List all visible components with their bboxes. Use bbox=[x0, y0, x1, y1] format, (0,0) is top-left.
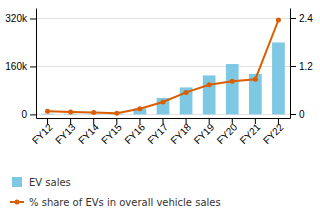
axis-line bbox=[290, 9, 291, 119]
tick: 2.4 bbox=[290, 13, 313, 24]
legend-swatch bbox=[12, 177, 22, 187]
point bbox=[137, 106, 142, 111]
line bbox=[48, 20, 279, 113]
point bbox=[207, 82, 212, 87]
point bbox=[45, 109, 50, 114]
tick-label: FY13 bbox=[53, 121, 78, 146]
tick-label: 1.2 bbox=[299, 61, 313, 72]
tick: FY19 bbox=[192, 118, 217, 146]
tick-label: FY14 bbox=[76, 121, 101, 146]
tick-label: 0 bbox=[299, 109, 305, 120]
grid-line bbox=[36, 66, 290, 67]
tick-mark bbox=[290, 18, 296, 19]
bar bbox=[226, 64, 239, 114]
tick-label: 160k bbox=[5, 61, 28, 72]
tick-mark bbox=[30, 18, 36, 19]
tick: FY16 bbox=[122, 118, 147, 146]
tick-label: FY22 bbox=[261, 121, 286, 146]
tick-label: FY21 bbox=[238, 121, 263, 146]
point bbox=[114, 111, 119, 116]
axis: 0 160k 320k bbox=[5, 9, 36, 121]
tick-label: 0 bbox=[21, 109, 27, 120]
point bbox=[184, 90, 189, 95]
point bbox=[253, 77, 258, 82]
tick-label: FY17 bbox=[145, 121, 170, 146]
axis: FY12FY13FY14FY15FY16FY17FY18FY19FY20FY21… bbox=[30, 118, 291, 146]
point bbox=[276, 18, 281, 23]
tick: FY17 bbox=[145, 118, 170, 146]
tick-label: FY20 bbox=[215, 121, 240, 146]
point bbox=[91, 110, 96, 115]
tick: FY12 bbox=[30, 118, 55, 146]
marks bbox=[41, 18, 285, 116]
point bbox=[230, 79, 235, 84]
tick: 160k bbox=[5, 61, 36, 72]
axis-line bbox=[36, 9, 37, 119]
tick-mark bbox=[290, 66, 296, 67]
tick: FY22 bbox=[261, 118, 286, 146]
tick: FY21 bbox=[238, 118, 263, 146]
tick-label: 2.4 bbox=[299, 13, 313, 24]
point bbox=[161, 100, 166, 105]
tick-mark bbox=[290, 114, 296, 115]
legend-marker bbox=[15, 200, 20, 205]
tick-label: FY16 bbox=[122, 121, 147, 146]
tick-label: FY19 bbox=[192, 121, 217, 146]
line-series bbox=[45, 18, 281, 116]
tick: FY14 bbox=[76, 118, 101, 146]
tick: FY13 bbox=[53, 118, 78, 146]
tick-label: FY15 bbox=[99, 121, 124, 146]
tick-label: 320k bbox=[5, 13, 28, 24]
bar bbox=[272, 42, 285, 114]
tick: 0 bbox=[290, 109, 305, 120]
tick: 320k bbox=[5, 13, 36, 24]
legend: EV sales % share of EVs in overall vehicl… bbox=[10, 177, 221, 208]
tick: 0 bbox=[21, 109, 36, 120]
tick-mark bbox=[30, 114, 36, 115]
axis: 0 1.2 2.4 bbox=[290, 9, 313, 120]
bar-series bbox=[41, 42, 285, 114]
tick-mark bbox=[30, 66, 36, 67]
tick: FY20 bbox=[215, 118, 240, 146]
legend-item: % share of EVs in overall vehicle sales bbox=[10, 197, 221, 208]
chart: 0 160k 320k 0 1.2 2.4 FY12FY13FY14FY15FY16FY17… bbox=[0, 0, 320, 214]
legend-item: EV sales bbox=[12, 177, 71, 188]
legend-label: % share of EVs in overall vehicle sales bbox=[29, 197, 221, 208]
tick-label: FY12 bbox=[30, 121, 55, 146]
grid-line bbox=[36, 18, 290, 19]
bar bbox=[203, 75, 216, 114]
tick: FY15 bbox=[99, 118, 124, 146]
legend-label: EV sales bbox=[29, 177, 71, 188]
grid bbox=[36, 18, 290, 114]
tick: 1.2 bbox=[290, 61, 313, 72]
point bbox=[68, 110, 73, 115]
tick: FY18 bbox=[168, 118, 193, 146]
tick-label: FY18 bbox=[168, 121, 193, 146]
